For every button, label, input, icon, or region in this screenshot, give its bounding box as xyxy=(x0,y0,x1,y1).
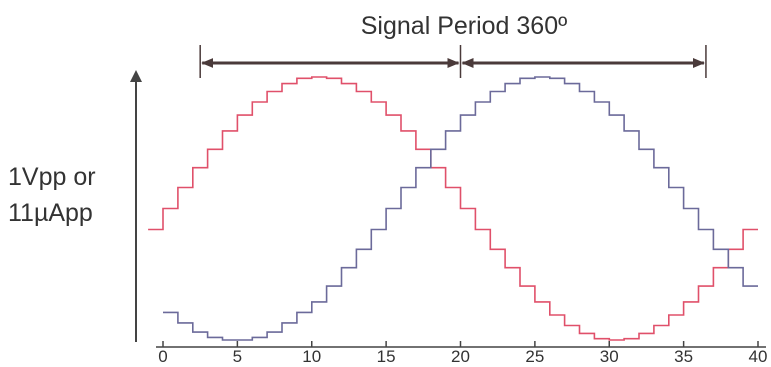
x-tick-label-25: 25 xyxy=(525,347,544,366)
series-1-line xyxy=(148,76,758,341)
x-tick-label-35: 35 xyxy=(674,347,693,366)
y-axis-label-line-2: 11µApp xyxy=(8,199,93,227)
x-tick-label-20: 20 xyxy=(451,347,470,366)
x-tick-label-30: 30 xyxy=(600,347,619,366)
x-tick-label-15: 15 xyxy=(377,347,396,366)
y-axis-label-line-1: 1Vpp or xyxy=(8,163,96,191)
period-annotations xyxy=(199,45,707,78)
series-2-line xyxy=(163,76,758,341)
x-tick-label-5: 5 xyxy=(233,347,242,366)
x-tick-label-40: 40 xyxy=(749,347,768,366)
x-tick-labels: 0 5 10 15 20 25 30 35 40 xyxy=(158,347,767,366)
x-tick-label-0: 0 xyxy=(158,347,167,366)
x-tick-label-10: 10 xyxy=(302,347,321,366)
x-ticks xyxy=(162,341,759,347)
series-group xyxy=(148,76,758,341)
chart-title: Signal Period 360º xyxy=(361,12,568,40)
